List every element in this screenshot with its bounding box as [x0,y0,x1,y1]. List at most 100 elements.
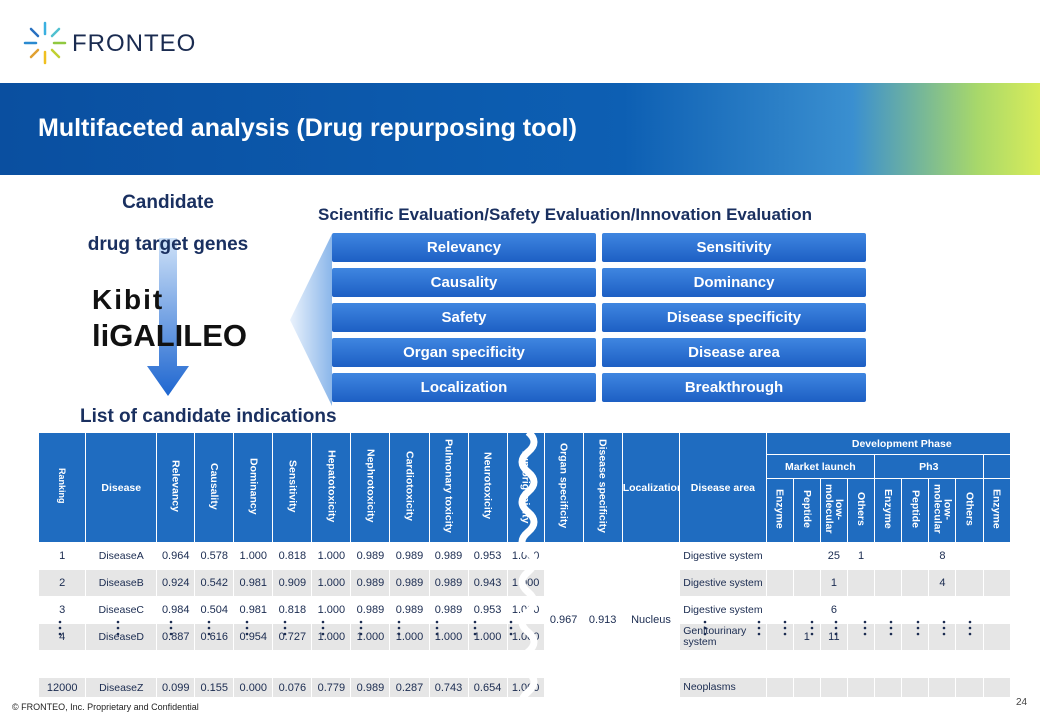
score-cell: 1.000 [428,623,469,651]
phase-cell [901,542,930,570]
disease-cell: DiseaseZ [85,677,158,698]
score-cell: 1.000 [506,542,545,570]
score-cell: 0.953 [467,596,508,624]
column-header: Disease [85,432,158,543]
header-label: Cardiotoxicity [403,450,416,521]
phase-cell [928,596,957,624]
phase-cell [874,623,903,651]
slide-title: Multifaceted analysis (Drug repurposing … [38,114,577,142]
score-cell: 0.989 [428,569,469,597]
eval-button: Dominancy [602,268,866,297]
phase-cell [928,623,957,651]
cell [85,650,158,678]
phase-cell [955,596,984,624]
column-header: Nephrotoxicity [350,432,391,543]
header-label: Tumorigenicity [519,448,532,524]
score-cell: 1.000 [311,623,352,651]
phase-cell [792,677,821,698]
column-header: Causality [194,432,235,543]
header-label: Ranking [57,468,68,504]
phase-cell [765,677,794,698]
left-label: drug target genes [87,234,249,255]
header-label: Disease [101,481,142,494]
score-cell: 0.887 [156,623,196,651]
score-cell: 0.542 [194,569,235,597]
sub-header-label: Enzyme [773,489,786,529]
score-cell: 0.654 [467,677,508,698]
score-cell: 1.000 [506,569,545,597]
score-cell: 1.000 [389,623,430,651]
score-cell: 0.989 [428,596,469,624]
title-band [0,83,1040,175]
cell [955,650,984,678]
sub-header: Others [955,478,984,543]
rank-cell: 1 [38,542,87,570]
phase-cell [874,569,903,597]
cell [156,650,196,678]
sub-header-label: low-molecular [822,484,845,534]
phase-cell [982,677,1010,698]
eval-button: Localization [332,373,596,402]
area-cell: Digestive system [679,542,767,570]
cell [928,650,957,678]
sub-header: low-molecular [819,478,848,543]
phase-cell: 8 [928,542,957,570]
score-cell: 0.981 [233,596,274,624]
phase-cell [955,542,984,570]
header-label: Relevancy [169,460,182,512]
header-label: Hepatotoxicity [325,449,338,523]
group-header: Market launch [765,454,876,479]
phase-cell: 25 [819,542,848,570]
header-label: Causality [208,462,221,510]
score-cell: 1.000 [467,623,508,651]
disease-cell: DiseaseA [85,542,158,570]
group-header: Ph3 [874,454,984,479]
cell [901,650,930,678]
column-header: Organ specificity [543,432,584,543]
score-cell: 0.000 [233,677,274,698]
column-header: Cardiotoxicity [389,432,430,543]
eval-button: Relevancy [332,233,596,262]
column-header: Dominancy [233,432,274,543]
phase-cell [792,596,821,624]
phase-cell [846,596,876,624]
header-row: Market launch Ph3 [39,454,1010,479]
score-cell: 0.989 [350,677,391,698]
score-cell: 0.989 [428,542,469,570]
table-body: 1 DiseaseA 0.964 0.578 1.000 0.818 1.000 0.989 0… [38,542,1010,698]
column-header: Neurotoxicity [467,432,508,543]
eval-button: Sensitivity [602,233,866,262]
sub-header: Enzyme [765,478,794,543]
table-wrap: Ranking Disease Relevancy Causality Dominanc… [38,432,1010,698]
cell [467,650,508,678]
eval-button: Breakthrough [602,373,866,402]
score-cell: 0.989 [389,569,430,597]
phase-cell [874,677,903,698]
cell [233,650,274,678]
table-row: 4 DiseaseD 0.887 0.616 0.954 0.727 1.000 1.000 1… [38,623,1010,651]
eval-button: Disease area [602,338,866,367]
sub-header-label: Enzyme [882,489,895,529]
header-row: Enzyme Peptide low-molecular Others Enzyme Pe… [39,478,1010,543]
score-cell: 0.818 [272,596,313,624]
cell [38,650,87,678]
score-cell: 0.989 [350,542,391,570]
disease-cell: DiseaseC [85,596,158,624]
cell [819,650,848,678]
phase-cell [955,677,984,698]
score-cell: 1.000 [311,569,352,597]
header-row: Ranking Disease Relevancy Causality Dominanc… [38,432,1010,543]
score-cell: 0.981 [233,569,274,597]
cell [874,650,903,678]
eval-button: Disease specificity [602,303,866,332]
sub-header-label: Enzyme [990,489,1003,529]
eval-button: Causality [332,268,596,297]
score-cell: 0.954 [233,623,274,651]
phase-cell [792,569,821,597]
rank-cell: 2 [38,569,87,597]
score-cell: 1.000 [506,677,545,698]
table-row: 1 DiseaseA 0.964 0.578 1.000 0.818 1.000 0.989 0… [38,542,1010,698]
header-label: Disease specificity [596,439,609,533]
score-cell: 0.727 [272,623,313,651]
